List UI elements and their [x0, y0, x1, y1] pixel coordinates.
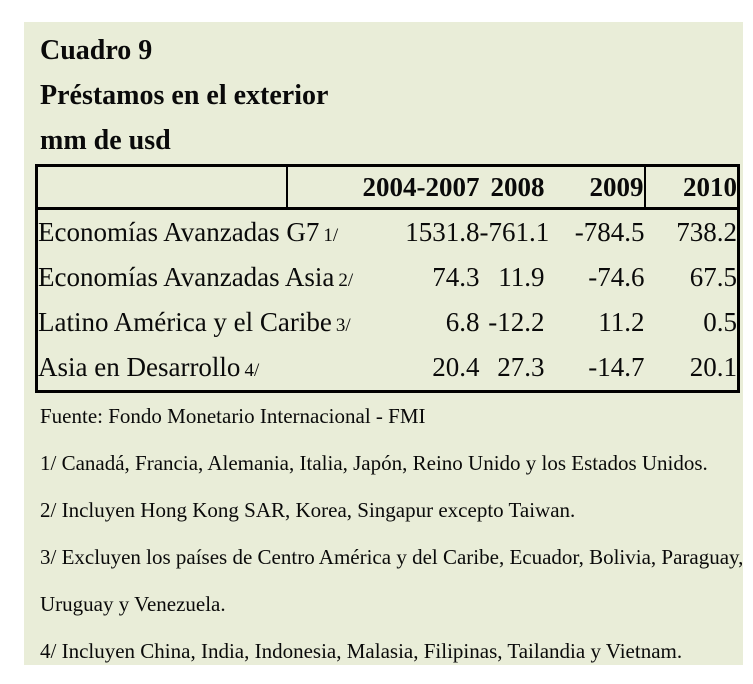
source-line: Fuente: Fondo Monetario Internacional - …	[40, 404, 426, 428]
value-cell: -784.5	[574, 217, 645, 247]
unit-label: mm de usd	[40, 125, 171, 156]
row-label: Asia en Desarrollo	[38, 352, 241, 382]
value-cell: -14.7	[588, 352, 645, 382]
value-cell: -12.2	[488, 307, 545, 337]
column-header-2009: 2009	[544, 165, 645, 210]
row-label-cell: Latino América y el Caribe 3/	[37, 300, 351, 345]
table-row-latam: Latino América y el Caribe 3/ 6.8 -12.2 1…	[37, 300, 739, 345]
footnote-1: 1/ Canadá, Francia, Alemania, Italia, Ja…	[40, 451, 708, 475]
page-title: Préstamos en el exterior	[40, 80, 329, 111]
table-row-asia-avanzadas: Economías Avanzadas Asia 2/ 74.3 11.9 -74…	[37, 255, 739, 300]
value-cell: 738.2	[676, 217, 737, 247]
value-cell: 20.1	[689, 352, 737, 382]
row-label-cell: Economías Avanzadas G7 1/	[37, 209, 338, 256]
report-panel: Cuadro 9 Préstamos en el exterior mm de …	[24, 22, 743, 665]
value-cell: 0.5	[703, 307, 737, 337]
footnote-2: 2/ Incluyen Hong Kong SAR, Korea, Singap…	[40, 498, 576, 522]
value-cell: 20.4	[432, 352, 480, 382]
value-cell: 1531.8	[405, 217, 480, 247]
footnote-ref: 1/	[323, 225, 339, 246]
value-cell: -74.6	[588, 262, 645, 292]
row-label: Economías Avanzadas G7	[38, 217, 320, 247]
table-number: Cuadro 9	[40, 35, 153, 66]
table-row-g7: Economías Avanzadas G7 1/ 1531.8 -761.1 -…	[37, 209, 739, 256]
corner-cell	[36, 165, 287, 210]
title-block: Cuadro 9 Préstamos en el exterior mm de …	[24, 22, 743, 163]
column-header-2004-2007: 2004-2007	[285, 165, 480, 210]
value-cell: -761.1	[479, 217, 550, 247]
footnote-3: 3/ Excluyen los países de Centro América…	[40, 545, 744, 569]
table-row-asia-desarrollo: Asia en Desarrollo 4/ 20.4 27.3 -14.7 20.…	[37, 345, 739, 392]
footnote-ref: 4/	[244, 360, 260, 381]
row-label-cell: Asia en Desarrollo 4/	[37, 345, 287, 392]
footnote-4: 4/ Incluyen China, India, Indonesia, Mal…	[40, 639, 683, 663]
value-cell: 6.8	[445, 307, 480, 337]
row-label: Latino América y el Caribe	[38, 307, 332, 337]
footnotes: Fuente: Fondo Monetario Internacional - …	[40, 393, 743, 675]
value-cell: 67.5	[689, 262, 737, 292]
footnote-ref: 2/	[338, 270, 354, 291]
column-header-2010: 2010	[643, 165, 739, 210]
header-row: 2004-2007 2008 2009 2010	[36, 165, 739, 210]
value-cell: 27.3	[497, 352, 545, 382]
row-label-cell: Economías Avanzadas Asia 2/	[37, 255, 353, 300]
value-cell: 11.9	[498, 262, 545, 292]
value-cell: 11.2	[598, 307, 645, 337]
footnote-3-continued: Uruguay y Venezuela.	[40, 592, 226, 616]
row-label: Economías Avanzadas Asia	[38, 262, 335, 292]
column-header-2008: 2008	[479, 165, 545, 210]
footnote-ref: 3/	[335, 315, 351, 336]
data-table: 2004-2007 2008 2009 2010 Economías Avanz…	[35, 164, 740, 393]
value-cell: 74.3	[432, 262, 480, 292]
